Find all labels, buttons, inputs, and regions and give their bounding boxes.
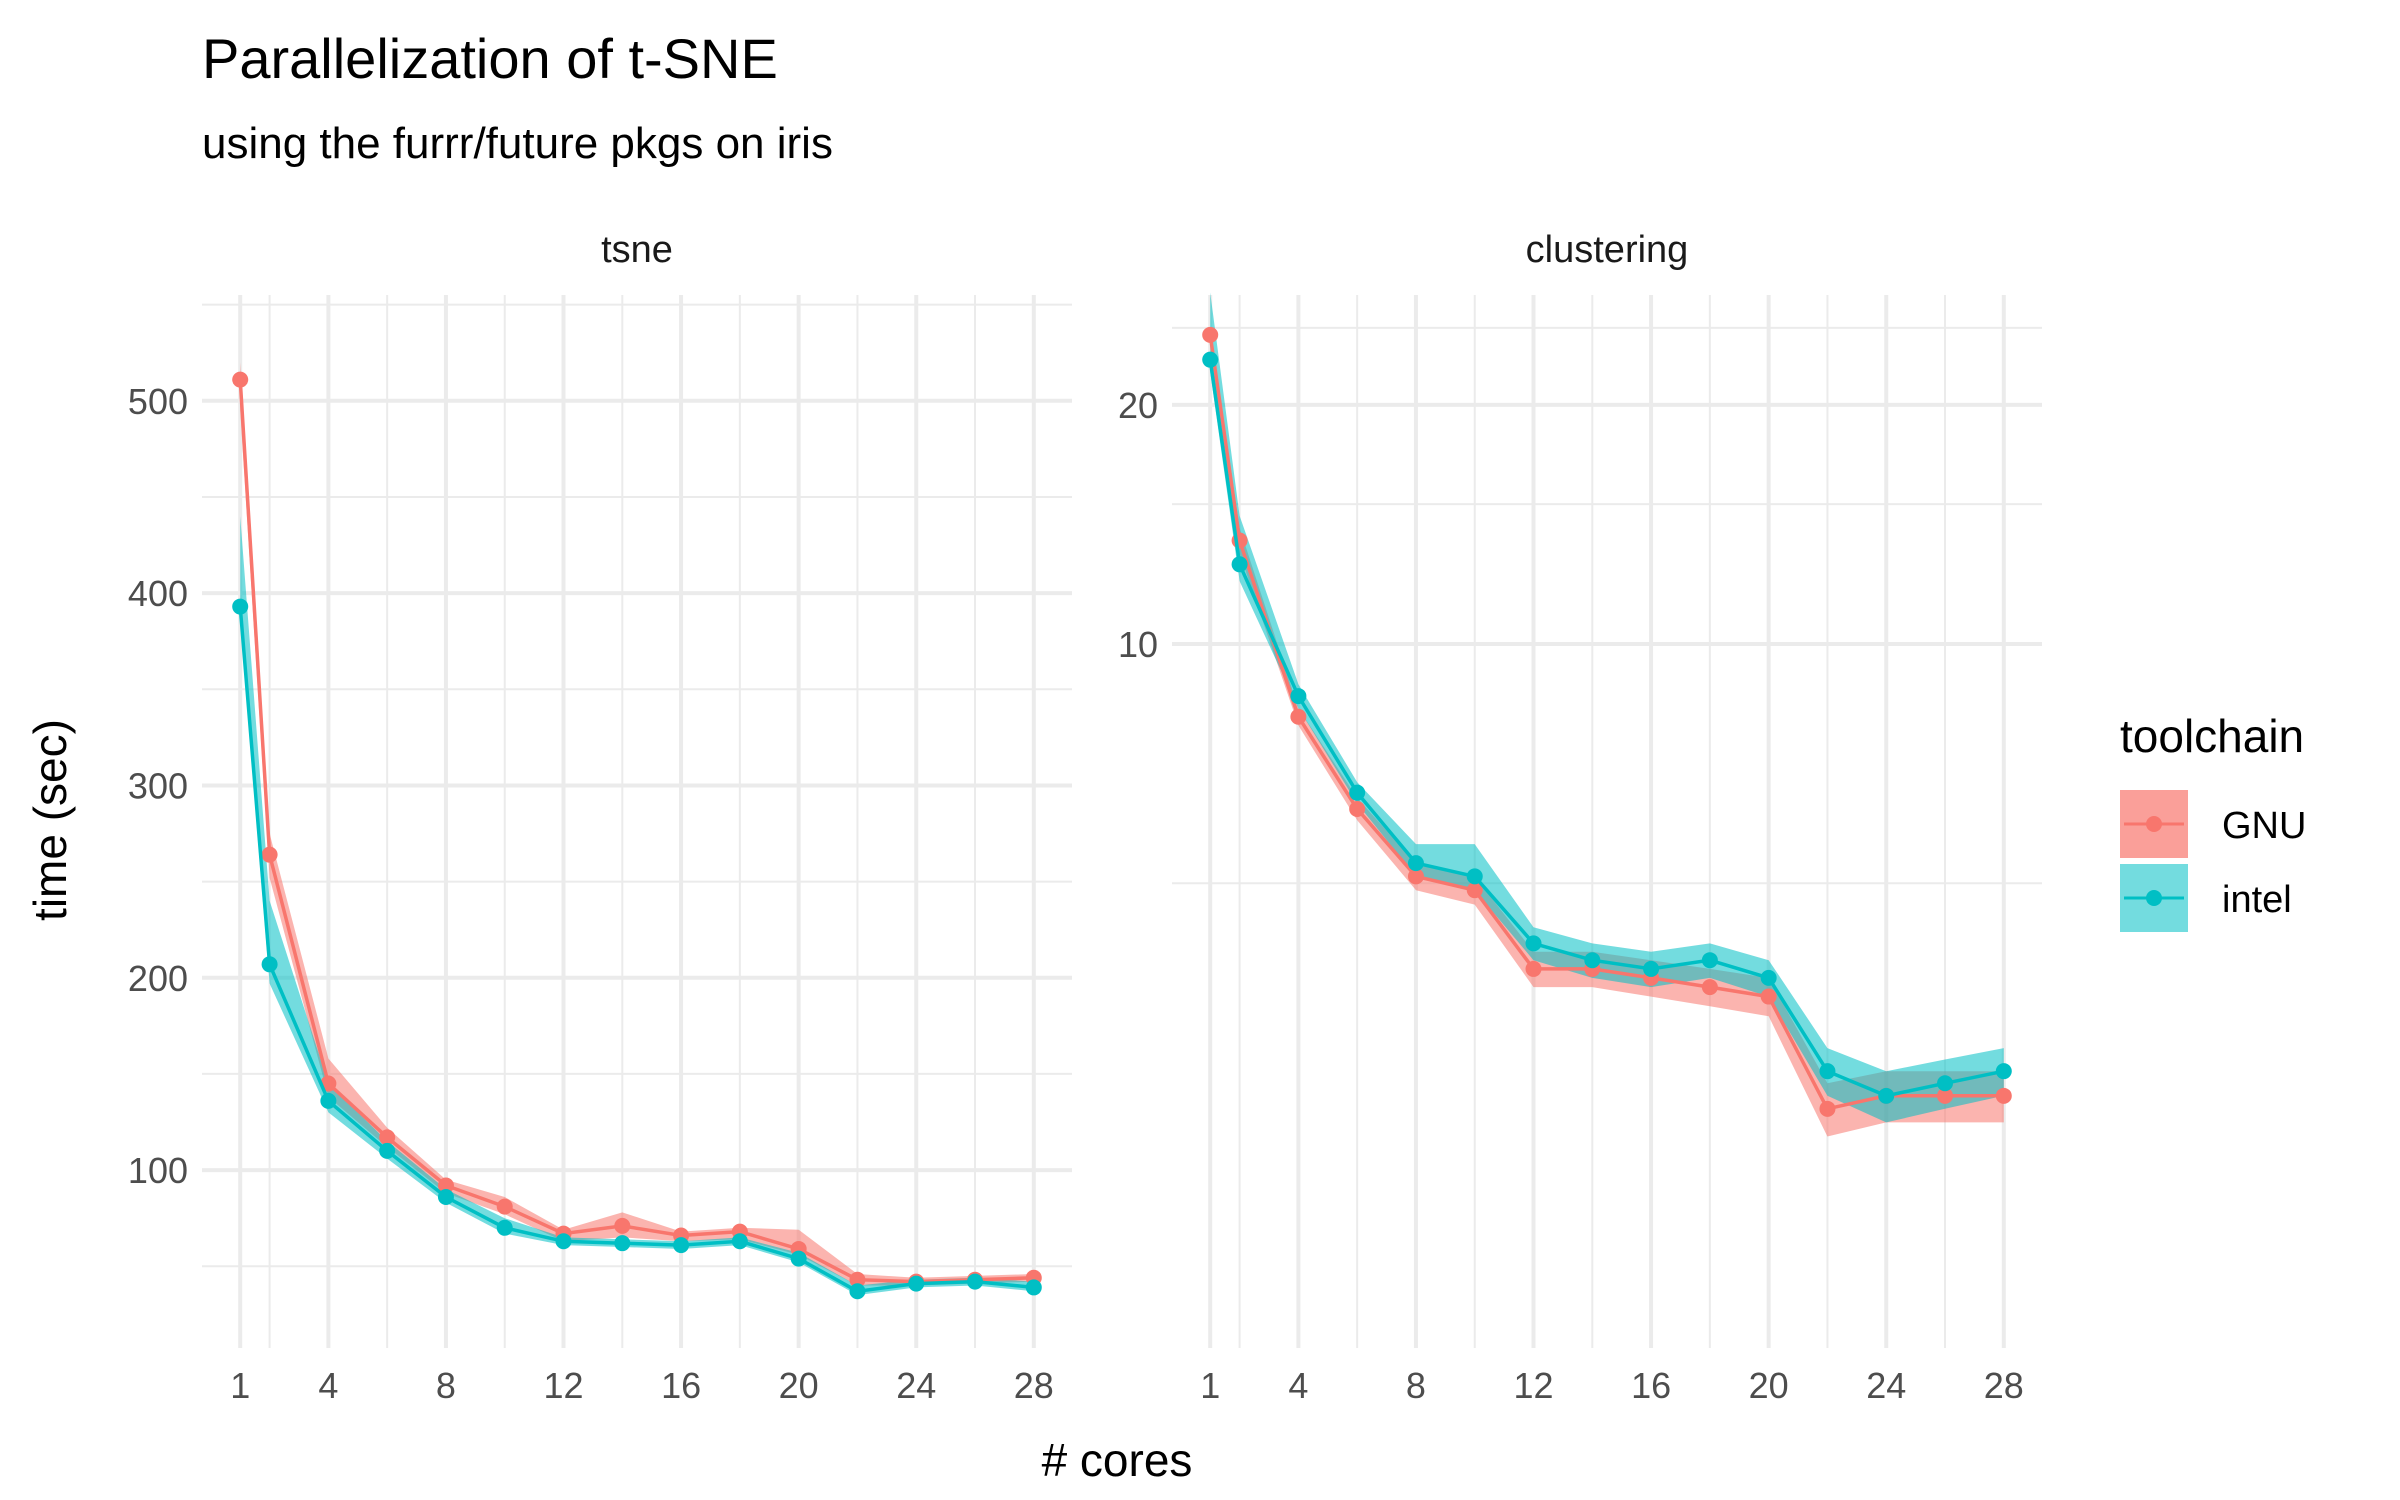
data-point-intel [1760,969,1777,986]
data-point-intel [232,598,249,615]
data-point-intel [1407,855,1424,872]
data-point-intel [320,1092,337,1109]
data-point-intel [555,1233,572,1250]
data-point-intel [614,1235,631,1252]
data-point-intel [1349,784,1366,801]
grid [1172,295,2042,1348]
x-axis-label: # cores [1042,1434,1193,1486]
data-point-gnu [614,1217,631,1234]
data-point-gnu [1349,800,1366,817]
data-point-intel [1525,935,1542,952]
data-point-gnu [1466,882,1483,899]
data-point-intel [379,1142,396,1159]
legend-key-point-gnu [2146,816,2162,832]
data-point-intel [1819,1063,1836,1080]
data-point-intel [1584,952,1601,969]
legend-entry-gnu: GNU [2120,790,2306,858]
y-tick-label: 400 [128,573,188,614]
legend-entry-intel: intel [2120,864,2292,932]
x-tick-label: 20 [779,1365,819,1406]
data-point-gnu [437,1177,454,1194]
data-point-gnu [1995,1087,2012,1104]
data-point-intel [1290,688,1307,705]
data-point-intel [908,1275,925,1292]
legend-label-intel: intel [2222,879,2292,921]
y-tick-label: 300 [128,765,188,806]
data-point-gnu [1290,708,1307,725]
x-tick-label: 12 [543,1365,583,1406]
data-point-intel [1025,1279,1042,1296]
data-point-gnu [379,1129,396,1146]
data-point-intel [967,1273,984,1290]
x-tick-label: 8 [1406,1365,1426,1406]
data-point-intel [437,1189,454,1206]
data-point-intel [1202,351,1219,368]
data-point-gnu [1819,1100,1836,1117]
data-point-intel [1878,1087,1895,1104]
x-tick-label: 24 [896,1365,936,1406]
x-tick-label: 12 [1513,1365,1553,1406]
panel-strip-label: tsne [601,229,673,271]
y-tick-label: 20 [1118,385,1158,426]
x-tick-label: 4 [1288,1365,1308,1406]
x-tick-label: 8 [436,1365,456,1406]
y-tick-label: 500 [128,381,188,422]
data-point-intel [731,1233,748,1250]
x-tick-label: 4 [318,1365,338,1406]
panel-tsne: tsne 1 4 8 12 16 20 24 28 100 200 300 400 500 [128,229,1072,1406]
data-point-intel [496,1219,513,1236]
data-point-intel [1937,1075,1954,1092]
x-tick-label: 16 [1631,1365,1671,1406]
data-point-intel [790,1250,807,1267]
x-tick-label: 20 [1749,1365,1789,1406]
x-tick-label: 1 [1200,1365,1220,1406]
data-point-gnu [496,1198,513,1215]
x-tick-label: 28 [1984,1365,2024,1406]
data-point-gnu [1525,960,1542,977]
data-point-gnu [1407,868,1424,885]
chart-title: Parallelization of t-SNE [202,27,778,90]
panel-clustering: clustering 1 4 8 12 16 20 24 28 10 20 [1118,229,2042,1406]
x-tick-label: 1 [230,1365,250,1406]
data-point-gnu [1202,326,1219,343]
data-point-gnu [1701,979,1718,996]
data-point-intel [1701,952,1718,969]
legend-key-point-intel [2146,890,2162,906]
data-point-gnu [261,846,278,863]
ribbon-intel [1210,292,2004,1123]
data-point-gnu [1937,1087,1954,1104]
x-tick-label: 24 [1866,1365,1906,1406]
data-point-gnu [1760,988,1777,1005]
x-tick-label: 28 [1014,1365,1054,1406]
grid [202,295,1072,1348]
data-point-gnu [849,1271,866,1288]
data-point-intel [261,956,278,973]
data-point-intel [1231,556,1248,573]
panel-strip-label: clustering [1526,229,1689,271]
legend-label-gnu: GNU [2222,805,2306,847]
y-axis-label: time (sec) [24,719,76,921]
data-point-intel [673,1237,690,1254]
x-tick-label: 16 [661,1365,701,1406]
legend-title: toolchain [2120,710,2304,762]
y-tick-label: 200 [128,958,188,999]
data-point-intel [849,1283,866,1300]
chart-subtitle: using the furrr/future pkgs on iris [202,119,833,168]
data-point-gnu [232,371,249,388]
data-point-intel [1995,1063,2012,1080]
data-point-intel [1643,960,1660,977]
y-tick-label: 10 [1118,624,1158,665]
data-point-intel [1466,868,1483,885]
y-tick-label: 100 [128,1150,188,1191]
legend: toolchain GNU intel [2120,710,2306,932]
